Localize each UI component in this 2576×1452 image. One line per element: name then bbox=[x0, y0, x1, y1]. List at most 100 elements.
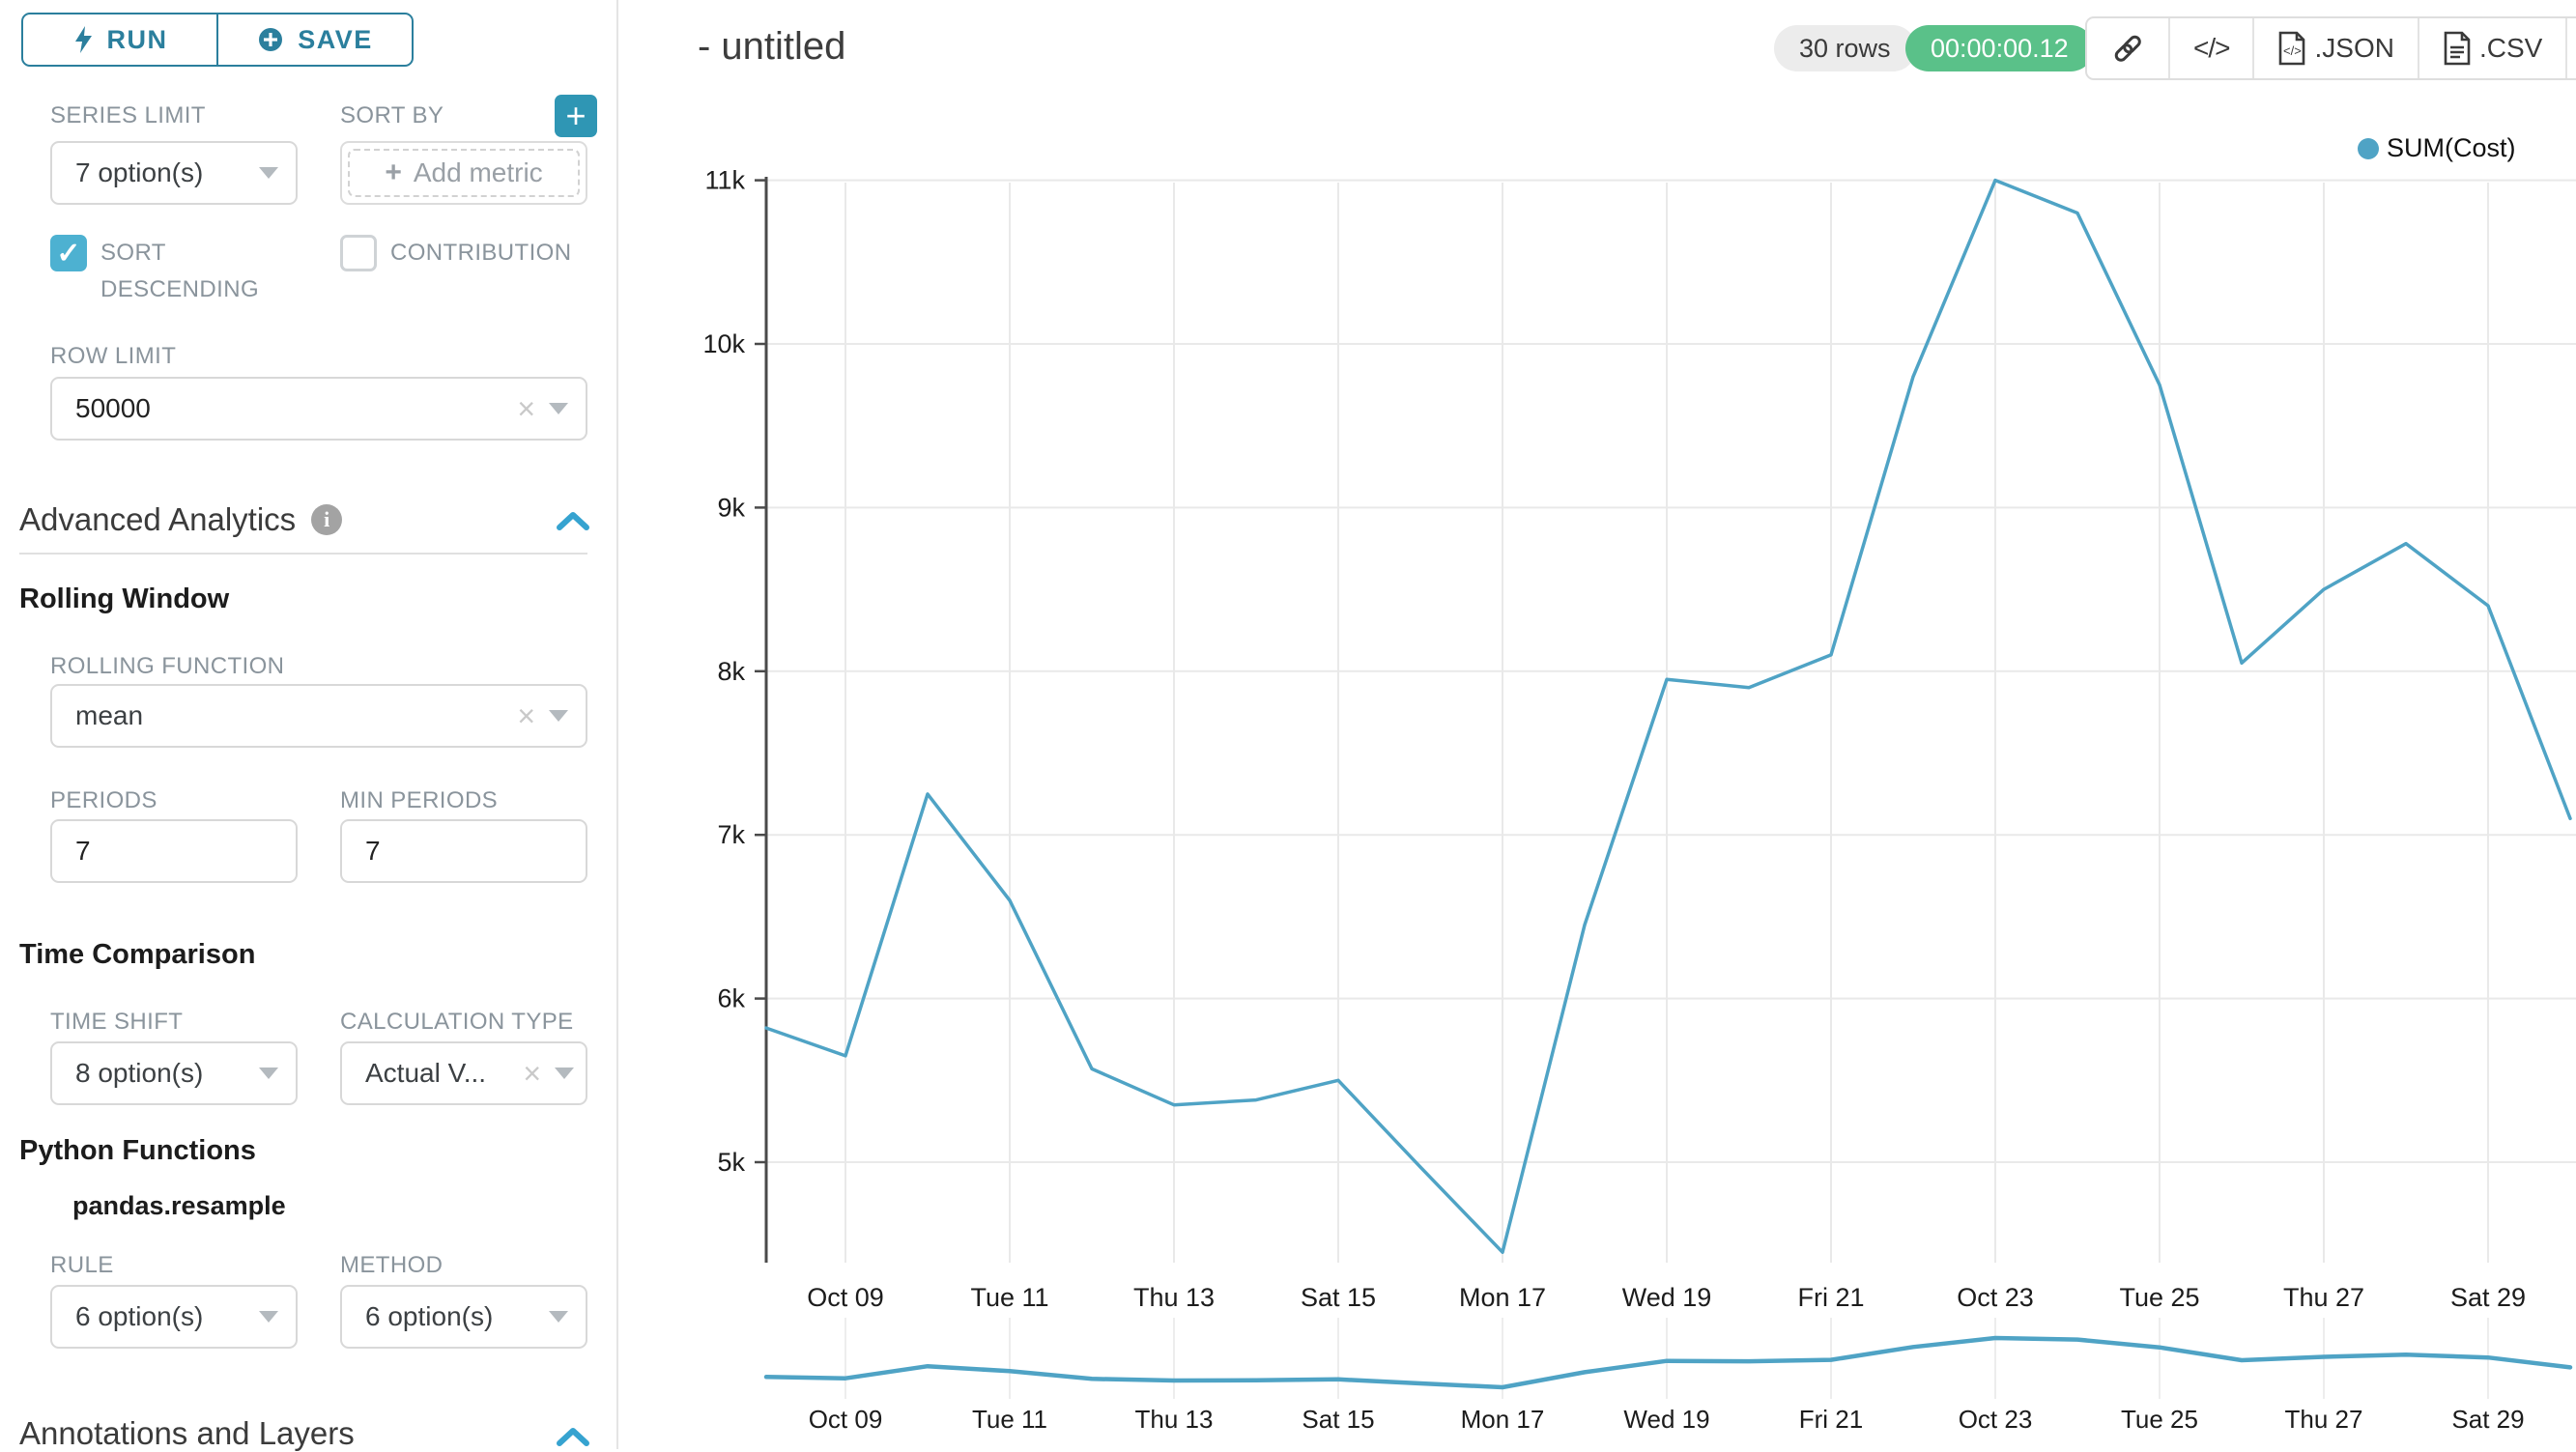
mini-x-axis-label: Sat 29 bbox=[2451, 1405, 2524, 1434]
contribution-label: CONTRIBUTION bbox=[390, 240, 572, 266]
x-axis-label: Tue 25 bbox=[2119, 1283, 2199, 1312]
y-axis-label: 8k bbox=[717, 657, 745, 686]
y-axis-label: 9k bbox=[717, 493, 745, 522]
row-limit-select[interactable]: 50000 × bbox=[50, 377, 587, 441]
row-count-badge: 30 rows bbox=[1774, 25, 1916, 71]
section-divider bbox=[19, 553, 587, 555]
mini-x-axis-label: Mon 17 bbox=[1461, 1405, 1545, 1434]
chevron-down-icon bbox=[259, 1068, 278, 1079]
lightning-bolt-icon bbox=[74, 26, 92, 53]
run-save-button-group: RUN SAVE bbox=[21, 13, 414, 67]
y-axis-label: 6k bbox=[717, 984, 745, 1013]
run-button-label: RUN bbox=[106, 24, 168, 54]
periods-input[interactable]: 7 bbox=[50, 819, 298, 883]
clear-icon[interactable]: × bbox=[523, 1056, 541, 1091]
periods-label: PERIODS bbox=[50, 787, 157, 813]
method-value: 6 option(s) bbox=[365, 1301, 494, 1331]
clear-icon[interactable]: × bbox=[517, 698, 535, 733]
pandas-resample-label: pandas.resample bbox=[72, 1191, 286, 1220]
rolling-function-value: mean bbox=[75, 700, 144, 730]
svg-text:</>: </> bbox=[2283, 43, 2302, 58]
time-comparison-title: Time Comparison bbox=[19, 939, 256, 970]
time-shift-value: 8 option(s) bbox=[75, 1058, 204, 1088]
rule-value: 6 option(s) bbox=[75, 1301, 204, 1331]
main-line-chart[interactable]: 5k 6k 7k 8k 9k 10k 11k Oct 09 Tue 11 Thu 13 Sat 15… bbox=[618, 0, 2576, 1314]
copy-link-button[interactable] bbox=[2087, 18, 2168, 78]
collapse-chevron-up-icon[interactable] bbox=[557, 1426, 589, 1447]
add-sort-metric-button[interactable]: + bbox=[555, 95, 597, 137]
mini-x-axis-label: Oct 09 bbox=[809, 1405, 883, 1434]
series-limit-select[interactable]: 7 option(s) bbox=[50, 141, 298, 205]
chart-legend[interactable]: SUM(Cost) bbox=[2358, 133, 2516, 163]
query-timer-badge: 00:00:00.12 bbox=[1905, 25, 2094, 71]
method-label: METHOD bbox=[340, 1252, 444, 1278]
y-axis-label: 10k bbox=[702, 329, 745, 358]
view-query-button[interactable]: </> bbox=[2168, 18, 2252, 78]
x-axis-label: Thu 13 bbox=[1133, 1283, 1215, 1312]
export-csv-label: .CSV bbox=[2478, 33, 2543, 63]
advanced-analytics-title: Advanced Analytics bbox=[19, 501, 297, 537]
legend-series-label: SUM(Cost) bbox=[2387, 133, 2516, 162]
sort-by-placeholder: Add metric bbox=[413, 157, 543, 187]
series-limit-value: 7 option(s) bbox=[75, 157, 204, 187]
x-axis-label: Oct 09 bbox=[807, 1283, 884, 1312]
mini-x-axis-label: Sat 15 bbox=[1302, 1405, 1374, 1434]
chart-menu-button[interactable] bbox=[2565, 18, 2576, 78]
rule-label: RULE bbox=[50, 1252, 114, 1278]
x-axis-label: Mon 17 bbox=[1459, 1283, 1546, 1312]
annotations-layers-title: Annotations and Layers bbox=[19, 1415, 355, 1451]
calculation-type-select[interactable]: Actual V... × bbox=[340, 1041, 587, 1105]
x-axis-label: Tue 11 bbox=[970, 1283, 1048, 1312]
mini-x-axis-label: Thu 13 bbox=[1135, 1405, 1214, 1434]
mini-x-axis-label: Tue 11 bbox=[972, 1405, 1047, 1434]
time-range-mini-chart[interactable]: Oct 09 Tue 11 Thu 13 Sat 15 Mon 17 Wed 19 Fri … bbox=[618, 1314, 2576, 1449]
chart-title[interactable]: - untitled bbox=[698, 25, 846, 68]
csv-file-icon bbox=[2444, 31, 2471, 66]
export-json-button[interactable]: </> .JSON bbox=[2252, 18, 2417, 78]
x-axis-label: Sat 15 bbox=[1301, 1283, 1376, 1312]
mini-x-axis-label: Thu 27 bbox=[2285, 1405, 2363, 1434]
contribution-checkbox[interactable] bbox=[340, 235, 377, 271]
clear-icon[interactable]: × bbox=[517, 391, 535, 426]
row-limit-label: ROW LIMIT bbox=[50, 343, 177, 369]
control-panel-sidebar: RUN SAVE SERIES LIMIT SORT BY + 7 option… bbox=[0, 0, 618, 1451]
advanced-analytics-header: Advanced Analytics i bbox=[19, 501, 343, 538]
chart-actions-button-group: </> </> .JSON .CSV bbox=[2085, 16, 2576, 80]
mini-x-axis-label: Oct 23 bbox=[1959, 1405, 2033, 1434]
rolling-function-label: ROLLING FUNCTION bbox=[50, 653, 285, 679]
mini-series-line bbox=[763, 1335, 2573, 1390]
periods-value: 7 bbox=[75, 836, 91, 866]
x-axis-label: Sat 29 bbox=[2450, 1283, 2526, 1312]
mini-x-axis-label: Tue 25 bbox=[2121, 1405, 2198, 1434]
y-axis-label: 7k bbox=[717, 820, 745, 849]
min-periods-value: 7 bbox=[365, 836, 381, 866]
chevron-down-icon bbox=[259, 1311, 278, 1323]
time-shift-select[interactable]: 8 option(s) bbox=[50, 1041, 298, 1105]
sort-by-metric-dropzone[interactable]: + Add metric bbox=[340, 141, 587, 205]
rolling-function-select[interactable]: mean × bbox=[50, 684, 587, 748]
x-axis-label: Fri 21 bbox=[1797, 1283, 1864, 1312]
sort-descending-checkbox[interactable]: ✓ bbox=[50, 235, 87, 271]
x-axis-label: Thu 27 bbox=[2283, 1283, 2364, 1312]
method-select[interactable]: 6 option(s) bbox=[340, 1285, 587, 1349]
python-functions-title: Python Functions bbox=[19, 1135, 256, 1166]
row-limit-value: 50000 bbox=[75, 393, 151, 423]
info-icon[interactable]: i bbox=[311, 504, 343, 535]
chevron-down-icon bbox=[549, 1311, 568, 1323]
run-button[interactable]: RUN bbox=[23, 14, 216, 65]
export-json-label: .JSON bbox=[2314, 33, 2394, 63]
chevron-down-icon bbox=[259, 167, 278, 179]
collapse-chevron-up-icon[interactable] bbox=[557, 510, 589, 531]
y-axis-label: 11k bbox=[704, 166, 745, 195]
save-button[interactable]: SAVE bbox=[216, 14, 412, 65]
export-csv-button[interactable]: .CSV bbox=[2417, 18, 2565, 78]
calculation-type-value: Actual V... bbox=[365, 1058, 487, 1088]
time-shift-label: TIME SHIFT bbox=[50, 1009, 184, 1035]
x-axis-label: Oct 23 bbox=[1957, 1283, 2034, 1312]
legend-series-dot bbox=[2358, 137, 2379, 159]
min-periods-input[interactable]: 7 bbox=[340, 819, 587, 883]
plus-icon: + bbox=[385, 157, 402, 188]
rule-select[interactable]: 6 option(s) bbox=[50, 1285, 298, 1349]
chevron-down-icon bbox=[555, 1068, 574, 1079]
